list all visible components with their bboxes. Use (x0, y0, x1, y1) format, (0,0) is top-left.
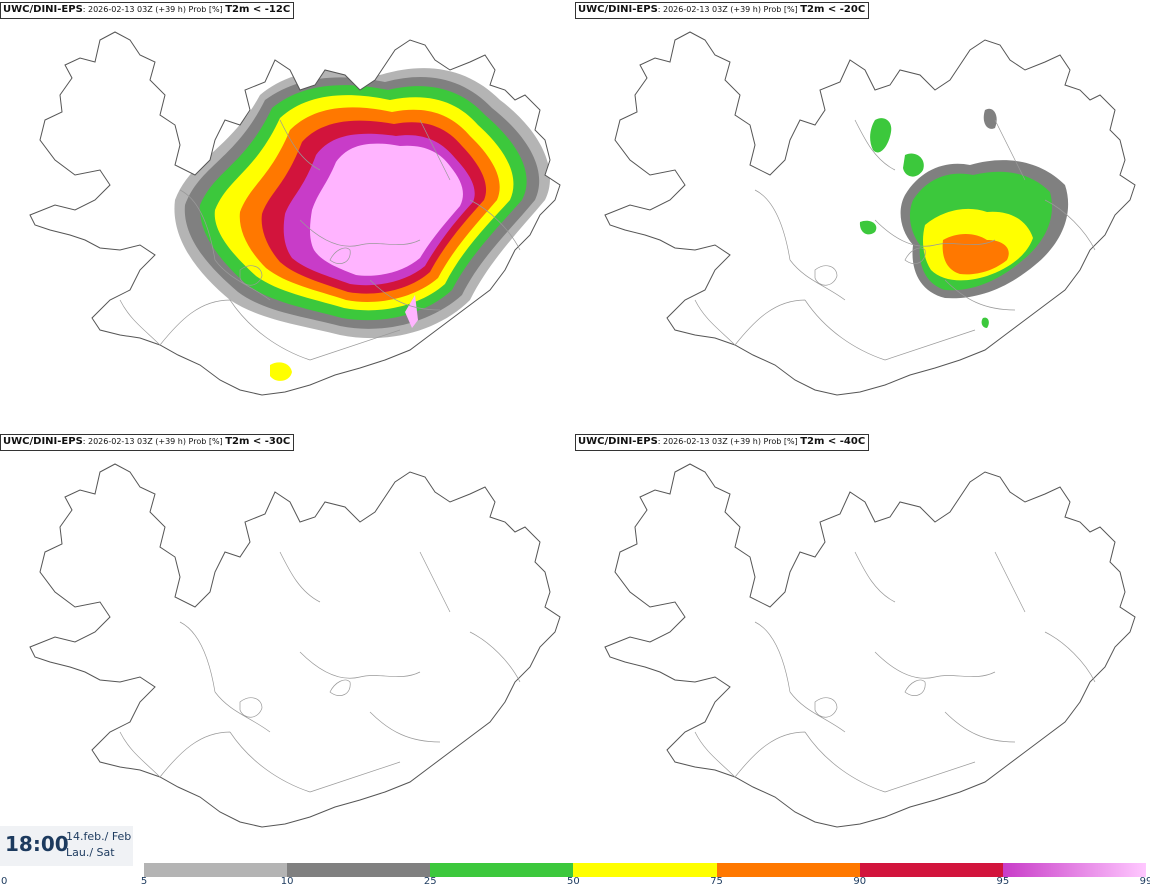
legend-bin-50-75 (573, 863, 717, 877)
probability-field (174, 68, 550, 381)
legend-tick-label: 75 (710, 876, 723, 887)
panel-title: UWC/DINI-EPS: 2026-02-13 03Z (+39 h) Pro… (575, 2, 870, 19)
legend-tick-label: 5 (140, 876, 148, 887)
legend-bin-25-50 (430, 863, 574, 877)
panel-title: UWC/DINI-EPS: 2026-02-13 03Z (+39 h) Pro… (575, 434, 870, 451)
legend-bin-75-90 (716, 863, 860, 877)
coastline-and-borders (604, 31, 1136, 396)
legend-bin-95-99 (1002, 863, 1146, 877)
variable-label: T2m < -12C (225, 4, 291, 15)
run-info: : 2026-02-13 03Z (+39 h) Prob [%] (82, 5, 226, 14)
panel-title: UWC/DINI-EPS: 2026-02-13 03Z (+39 h) Pro… (0, 434, 295, 451)
iceland-map (604, 463, 1136, 828)
model-name: UWC/DINI-EPS (3, 4, 83, 15)
panel-title: UWC/DINI-EPS: 2026-02-13 03Z (+39 h) Pro… (0, 2, 295, 19)
legend-tick-label: 90 (853, 876, 867, 887)
legend-tick-label: 99 (1139, 876, 1150, 887)
coastline-and-borders (604, 463, 1136, 828)
probability-legend: 0 5 10 25 50 75 90 95 99 (0, 862, 1150, 891)
variable-label: T2m < -40C (800, 436, 866, 447)
coastline-and-borders (29, 463, 561, 828)
run-info: : 2026-02-13 03Z (+39 h) Prob [%] (657, 5, 801, 14)
legend-bin-5-10 (144, 863, 288, 877)
legend-bin-90-95 (859, 863, 1003, 877)
iceland-map (29, 31, 561, 396)
coastline-and-borders (29, 31, 561, 396)
probability-field (859, 108, 1069, 328)
variable-label: T2m < -20C (800, 4, 866, 15)
model-name: UWC/DINI-EPS (578, 436, 658, 447)
iceland-map (604, 31, 1136, 396)
legend-tick-label: 0 (1, 876, 8, 887)
model-name: UWC/DINI-EPS (3, 436, 83, 447)
valid-time-box: 18:00 14.feb./ Feb Lau./ Sat (0, 826, 133, 866)
valid-hour: 18:00 (5, 832, 69, 856)
run-info: : 2026-02-13 03Z (+39 h) Prob [%] (657, 437, 801, 446)
map-panel-t2m-minus12: UWC/DINI-EPS: 2026-02-13 03Z (+39 h) Pro… (0, 0, 575, 430)
legend-tick-label: 10 (280, 876, 294, 887)
model-name: UWC/DINI-EPS (578, 4, 658, 15)
variable-label: T2m < -30C (225, 436, 291, 447)
legend-tick-label: 25 (423, 876, 437, 887)
legend-tick-label: 95 (996, 876, 1010, 887)
legend-tick-label: 50 (567, 876, 580, 887)
legend-bin-10-25 (287, 863, 431, 877)
iceland-map (29, 463, 561, 828)
map-panel-t2m-minus20: UWC/DINI-EPS: 2026-02-13 03Z (+39 h) Pro… (575, 0, 1150, 430)
valid-date: 14.feb./ Feb (66, 830, 132, 843)
map-panel-t2m-minus40: UWC/DINI-EPS: 2026-02-13 03Z (+39 h) Pro… (575, 432, 1150, 862)
valid-weekday: Lau./ Sat (66, 846, 115, 859)
run-info: : 2026-02-13 03Z (+39 h) Prob [%] (82, 437, 226, 446)
map-panel-t2m-minus30: UWC/DINI-EPS: 2026-02-13 03Z (+39 h) Pro… (0, 432, 575, 862)
